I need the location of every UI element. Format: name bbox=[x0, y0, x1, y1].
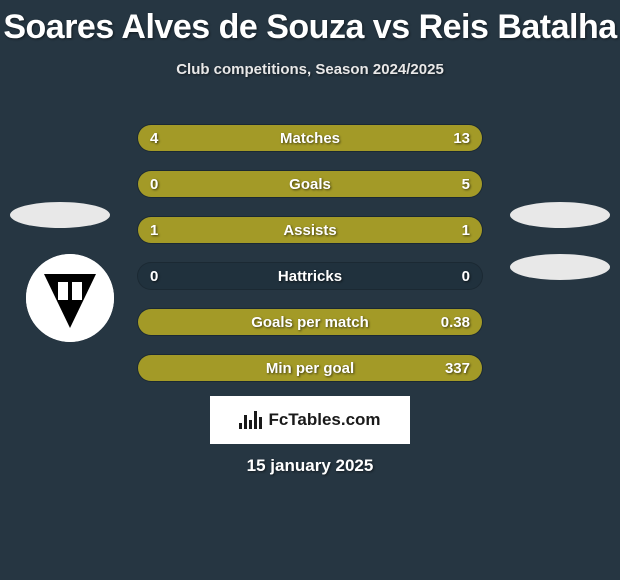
stat-value-right: 337 bbox=[445, 355, 470, 381]
stat-value-right: 1 bbox=[462, 217, 470, 243]
stat-value-left: 0 bbox=[150, 171, 158, 197]
stats-container: Matches413Goals05Assists11Hattricks00Goa… bbox=[137, 124, 483, 400]
stat-value-left: 0 bbox=[150, 263, 158, 289]
page-title: Soares Alves de Souza vs Reis Batalha bbox=[0, 0, 620, 47]
stat-row: Matches4 13 bbox=[137, 124, 483, 152]
stat-value-left: 1 bbox=[150, 217, 158, 243]
stat-value-right: 0.38 bbox=[441, 309, 470, 335]
stat-label: Goals per match bbox=[138, 309, 482, 335]
stat-label: Goals bbox=[138, 171, 482, 197]
stat-label: Hattricks bbox=[138, 263, 482, 289]
stat-row: Goals0 5 bbox=[137, 170, 483, 198]
stat-value-right: 0 bbox=[462, 263, 470, 289]
stat-label: Matches bbox=[138, 125, 482, 151]
stat-value-right: 13 bbox=[453, 125, 470, 151]
stat-row: Goals per match0.38 bbox=[137, 308, 483, 336]
stat-value-left: 4 bbox=[150, 125, 158, 151]
stat-row: Hattricks0 0 bbox=[137, 262, 483, 290]
brand-badge: FcTables.com bbox=[210, 396, 410, 444]
stat-label: Min per goal bbox=[138, 355, 482, 381]
brand-bars-icon bbox=[239, 411, 262, 429]
stat-label: Assists bbox=[138, 217, 482, 243]
club-right-placeholder-icon bbox=[510, 254, 610, 280]
date-text: 15 january 2025 bbox=[0, 456, 620, 476]
stat-row: Assists1 1 bbox=[137, 216, 483, 244]
player-right-placeholder-icon bbox=[510, 202, 610, 228]
club-badge-svg-icon bbox=[26, 254, 114, 342]
page-subtitle: Club competitions, Season 2024/2025 bbox=[0, 61, 620, 78]
club-left-badge-icon bbox=[26, 254, 114, 342]
player-left-placeholder-icon bbox=[10, 202, 110, 228]
brand-text: FcTables.com bbox=[268, 410, 380, 430]
stat-value-right: 5 bbox=[462, 171, 470, 197]
stat-row: Min per goal337 bbox=[137, 354, 483, 382]
